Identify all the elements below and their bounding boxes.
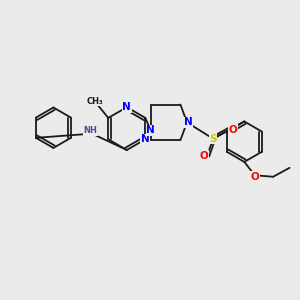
Text: N: N	[122, 102, 131, 112]
Text: S: S	[209, 134, 217, 144]
Text: N: N	[141, 134, 150, 144]
Text: CH₃: CH₃	[87, 97, 103, 106]
Text: O: O	[229, 125, 237, 135]
Text: O: O	[199, 151, 208, 161]
Text: N: N	[146, 125, 155, 135]
Text: N: N	[184, 117, 193, 128]
Text: O: O	[250, 172, 259, 182]
Text: NH: NH	[84, 126, 98, 135]
